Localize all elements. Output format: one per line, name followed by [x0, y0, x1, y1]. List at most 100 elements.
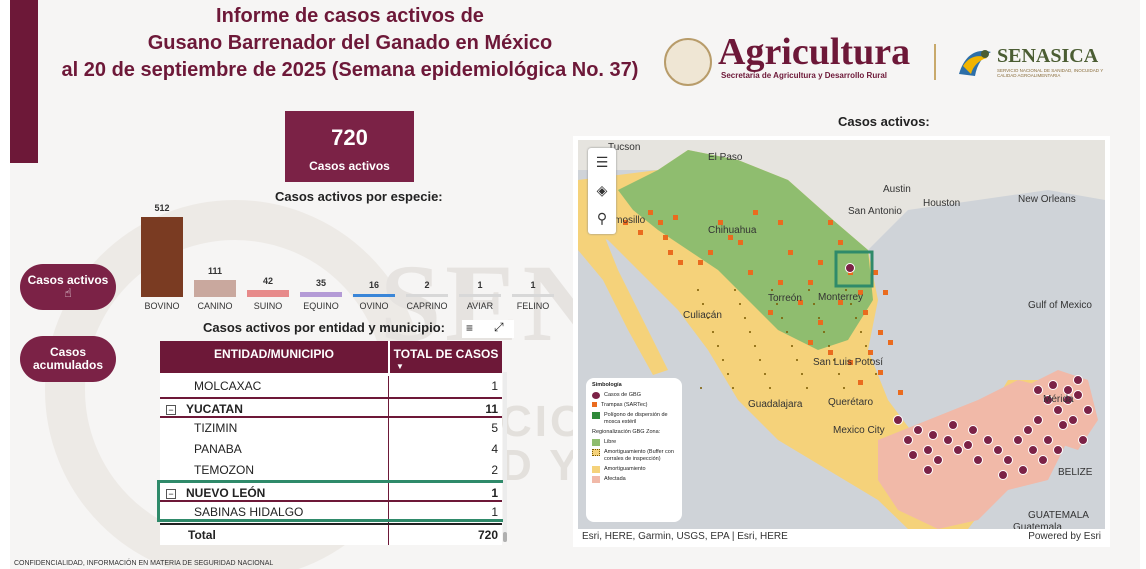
case-marker [1078, 435, 1088, 445]
total-label: Total [188, 528, 216, 542]
case-marker [1033, 415, 1043, 425]
layers-icon[interactable]: ◈ [596, 181, 608, 198]
map-place-label: Hermosillo [598, 215, 646, 226]
case-marker [1043, 395, 1053, 405]
table-row[interactable]: TIZIMIN 5 [160, 418, 502, 439]
map-place-label: Guatemala [1013, 522, 1062, 529]
bar-equino[interactable] [300, 291, 342, 297]
buffer-dot [702, 303, 704, 305]
bar-ovino[interactable] [353, 294, 395, 297]
table-row[interactable]: PANABA 4 [160, 439, 502, 460]
case-marker [1003, 455, 1013, 465]
map-legend: Simbología Casos de GBG Trampas (SARTec)… [586, 378, 682, 522]
buffer-dot [796, 359, 798, 361]
map-place-label: Austin [883, 184, 911, 195]
row-name: NUEVO LEÓN [186, 486, 266, 500]
case-marker [1033, 385, 1043, 395]
row-value: 5 [491, 421, 498, 435]
bar-value-label: 512 [154, 203, 170, 213]
trap-marker [838, 240, 843, 245]
legend-item-polygon: Polígono de dispersión de mosca estéril [592, 412, 676, 426]
row-value: 2 [491, 463, 498, 477]
column-header-entity[interactable]: ENTIDAD/MUNICIPIO [214, 347, 334, 361]
agency-subtitle: Secretaría de Agricultura y Desarrollo R… [721, 71, 887, 80]
case-marker [893, 415, 903, 425]
active-cases-button-label: Casos activos [27, 273, 109, 287]
case-marker [983, 435, 993, 445]
table-row-state[interactable]: − YUCATAN 11 [160, 397, 502, 420]
buffer-dot [771, 289, 773, 291]
map-place-label: San Luis Potosí [813, 357, 883, 368]
focus-mode-icon[interactable]: ⤢ [494, 320, 504, 334]
selected-row-highlight [157, 480, 507, 522]
trap-marker [738, 240, 743, 245]
bar-canino[interactable] [194, 279, 236, 297]
map-place-label: BELIZE [1058, 467, 1093, 478]
confidentiality-notice: CONFIDENCIALIDAD, INFORMACIÓN EN MATERIA… [14, 560, 274, 567]
pointer-hand-icon: ☝ [64, 286, 72, 300]
trap-marker [748, 270, 753, 275]
person-icon[interactable]: ⚲ [596, 209, 608, 226]
bar-suino[interactable] [247, 290, 289, 297]
trap-marker [808, 280, 813, 285]
trap-marker [878, 330, 883, 335]
table-scrollbar[interactable] [503, 372, 507, 542]
buffer-dot [769, 387, 771, 389]
bar-value-label: 35 [315, 277, 326, 288]
case-marker [1058, 420, 1068, 430]
map-place-label: New Orleans [1018, 194, 1076, 205]
cases-table: ENTIDAD/MUNICIPIO TOTAL DE CASOS ▼ MOLCA… [160, 341, 502, 545]
table-row[interactable]: MOLCAXAC 1 [160, 376, 502, 397]
active-cases-button[interactable]: Casos activos ☝ [20, 264, 116, 310]
trap-marker [883, 290, 888, 295]
case-marker [928, 430, 938, 440]
bar-bovino[interactable] [141, 217, 183, 297]
map-place-label: Torreón [768, 293, 802, 304]
buffer-dot [697, 289, 699, 291]
bar-felino[interactable] [512, 294, 554, 297]
case-marker [1083, 405, 1093, 415]
trap-marker [828, 220, 833, 225]
table-row[interactable]: SABINAS HIDALGO 1 [160, 502, 502, 523]
map-canvas[interactable]: Tucson El Paso Austin San Antonio Houston New… [578, 140, 1105, 529]
bar-category-label: OVINO [359, 301, 389, 311]
powered-by-link[interactable]: Powered by Esri [1028, 531, 1101, 542]
case-marker [943, 435, 953, 445]
buffer-dot [860, 331, 862, 333]
case-marker [913, 425, 923, 435]
bar-caprino[interactable] [406, 294, 448, 297]
legend-item-affected: Afectada [592, 476, 676, 483]
buffer-dot [707, 317, 709, 319]
senasica-logo-icon [959, 50, 991, 76]
trap-marker [678, 260, 683, 265]
buffer-dot [734, 289, 736, 291]
case-marker-nuevo-leon [845, 263, 855, 273]
bar-aviar[interactable] [459, 294, 501, 297]
row-value: 11 [485, 402, 498, 416]
case-marker [1063, 395, 1073, 405]
accumulated-cases-button[interactable]: Casos acumulados [20, 336, 116, 382]
case-marker [1053, 405, 1063, 415]
case-marker [1073, 375, 1083, 385]
legend-item-traps: Trampas (SARTec) [592, 402, 676, 409]
trap-marker [818, 260, 823, 265]
buffer-dot [850, 303, 852, 305]
buffer-dot [712, 331, 714, 333]
collapse-icon[interactable]: − [166, 405, 176, 415]
buffer-dot [838, 373, 840, 375]
trap-marker [863, 310, 868, 315]
trap-marker [768, 310, 773, 315]
legend-item-free: Libre [592, 439, 676, 446]
map-place-label: Gulf of Mexico [1028, 300, 1092, 311]
table-row[interactable]: TEMOZON 2 [160, 460, 502, 481]
row-name: MOLCAXAC [194, 379, 262, 393]
filter-icon[interactable]: ≡ [466, 321, 474, 335]
case-marker [908, 450, 918, 460]
trap-marker [648, 210, 653, 215]
trap-marker [718, 220, 723, 225]
collapse-icon[interactable]: − [166, 489, 176, 499]
menu-icon[interactable]: ☰ [595, 153, 609, 170]
case-marker [968, 425, 978, 435]
column-header-total[interactable]: TOTAL DE CASOS [393, 347, 499, 361]
species-bar-chart: 512 BOVINO 111 CANINO 42 SUINO 35 EQUINO 16 OVINO… [135, 195, 560, 315]
